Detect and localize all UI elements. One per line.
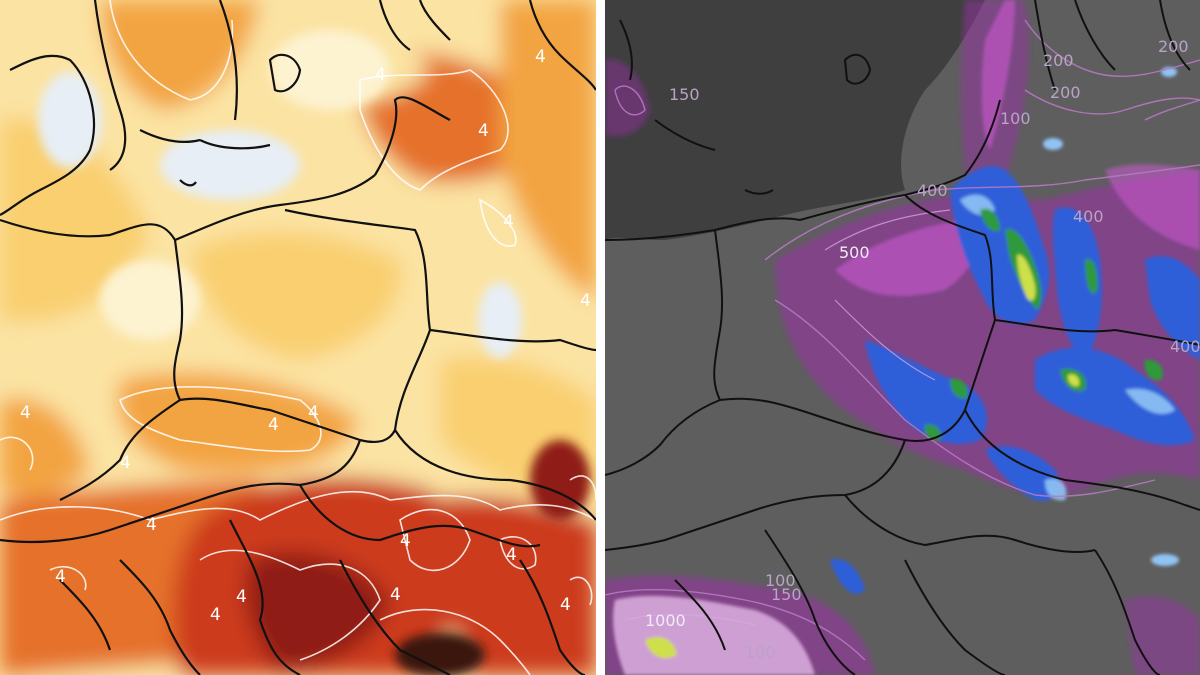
contour-label: 150 xyxy=(669,85,700,104)
contour-label: 400 xyxy=(917,181,948,200)
precipitation-map-panel: 200 200 100 400 400 400 200 500 1000 100… xyxy=(605,0,1200,675)
sea-area xyxy=(605,0,985,240)
contour-label: 400 xyxy=(1170,337,1200,356)
contour-labels: 200 200 100 400 400 400 200 500 1000 100… xyxy=(645,37,1200,662)
contour-label: 200 xyxy=(1158,37,1189,56)
precipitation-contours-inner xyxy=(624,209,951,626)
temperature-map: 4 4 4 4 4 4 4 4 4 4 4 4 4 4 4 4 4 xyxy=(0,0,596,675)
cold-patches xyxy=(38,30,590,675)
contour-label: 150 xyxy=(771,585,802,604)
contour-label: 4 xyxy=(210,605,221,625)
precipitation-cores xyxy=(613,0,1200,675)
temperature-contours xyxy=(0,0,596,675)
contour-label: 200 xyxy=(1050,83,1081,102)
contour-label: 4 xyxy=(55,567,66,587)
contour-label: 4 xyxy=(120,453,131,473)
contour-label: 4 xyxy=(506,545,517,565)
temperature-map-panel: 4 4 4 4 4 4 4 4 4 4 4 4 4 4 4 4 4 xyxy=(0,0,596,675)
country-borders xyxy=(0,0,596,675)
contour-label: 4 xyxy=(268,415,279,435)
precipitation-map: 200 200 100 400 400 400 200 500 1000 100… xyxy=(605,0,1200,675)
panel-divider xyxy=(596,0,605,675)
contour-label: 4 xyxy=(308,403,319,423)
contour-labels: 4 4 4 4 4 4 4 4 4 4 4 4 4 4 4 4 4 xyxy=(20,47,591,625)
contour-label: 4 xyxy=(478,121,489,141)
contour-label: 4 xyxy=(580,291,591,311)
contour-label: 100 xyxy=(765,571,796,590)
contour-label: 4 xyxy=(375,65,386,85)
contour-label: 200 xyxy=(1043,51,1074,70)
contour-label: 4 xyxy=(400,531,411,551)
precipitation-contours xyxy=(605,19,1200,661)
contour-label: 4 xyxy=(20,403,31,423)
contour-label: 4 xyxy=(503,212,514,232)
contour-label: 4 xyxy=(390,585,401,605)
contour-label: 400 xyxy=(1073,207,1104,226)
contour-label: 4 xyxy=(146,515,157,535)
contour-label: 100 xyxy=(1000,109,1031,128)
contour-label: 500 xyxy=(839,243,870,262)
contour-label: 4 xyxy=(236,587,247,607)
country-borders xyxy=(605,0,1200,675)
contour-label: 1000 xyxy=(645,611,686,630)
contour-label: 100 xyxy=(745,643,776,662)
contour-label: 4 xyxy=(535,47,546,67)
contour-label: 4 xyxy=(560,595,571,615)
